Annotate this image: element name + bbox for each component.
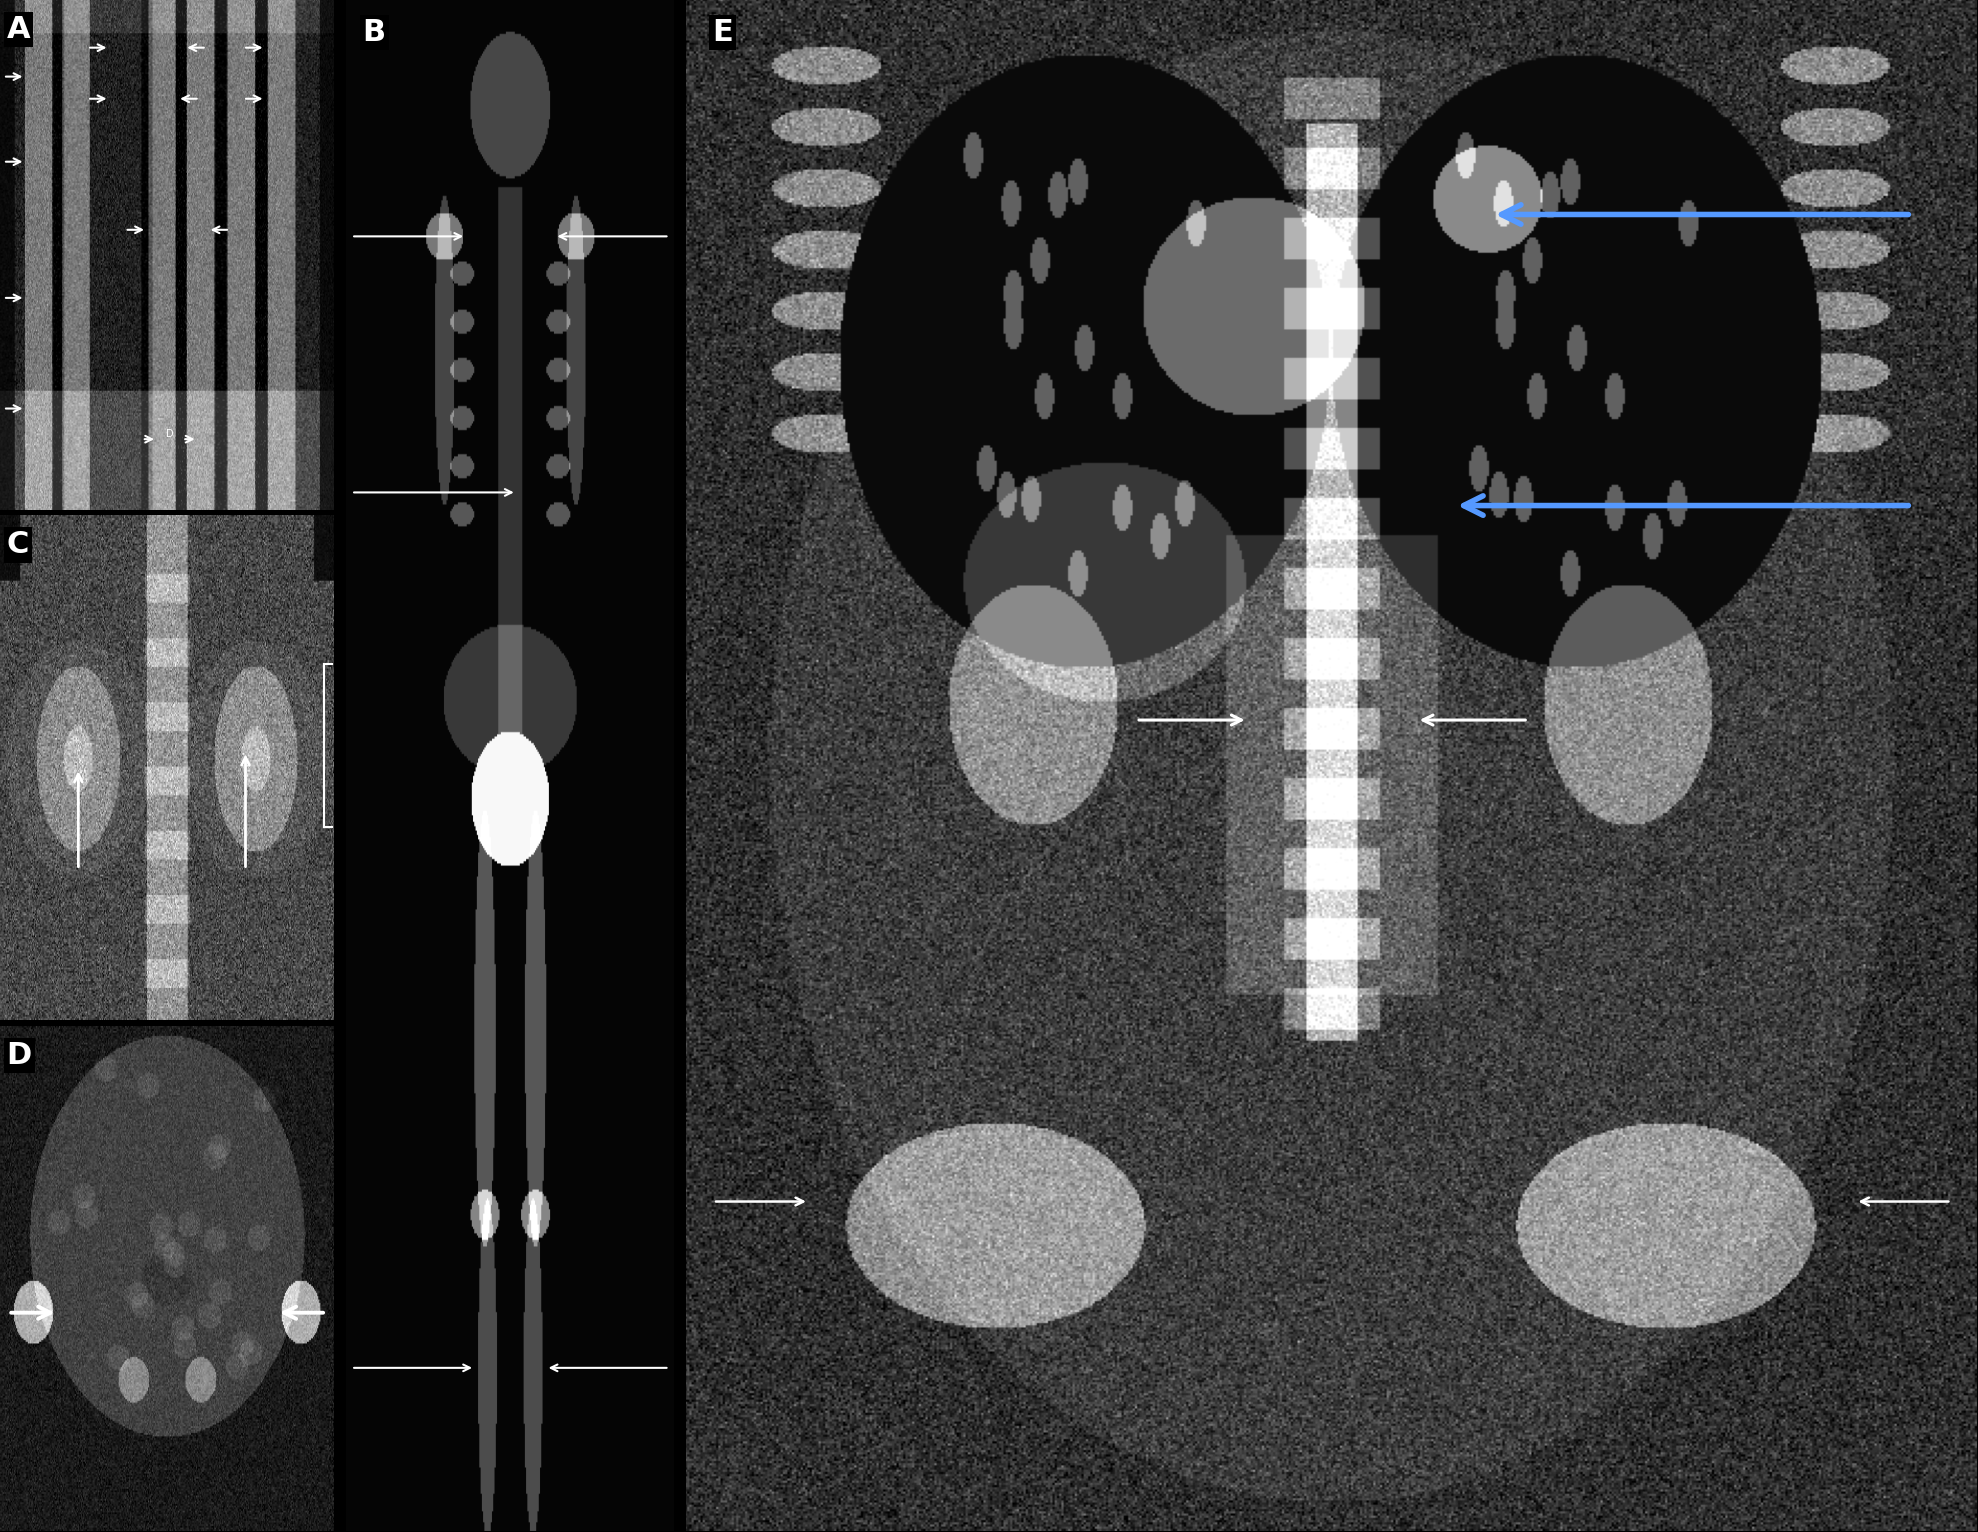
Text: E: E — [712, 18, 734, 47]
Text: A: A — [6, 15, 30, 44]
Text: D: D — [6, 1042, 32, 1071]
Text: C: C — [6, 530, 30, 559]
Text: B: B — [362, 18, 386, 47]
Text: D: D — [166, 429, 174, 440]
